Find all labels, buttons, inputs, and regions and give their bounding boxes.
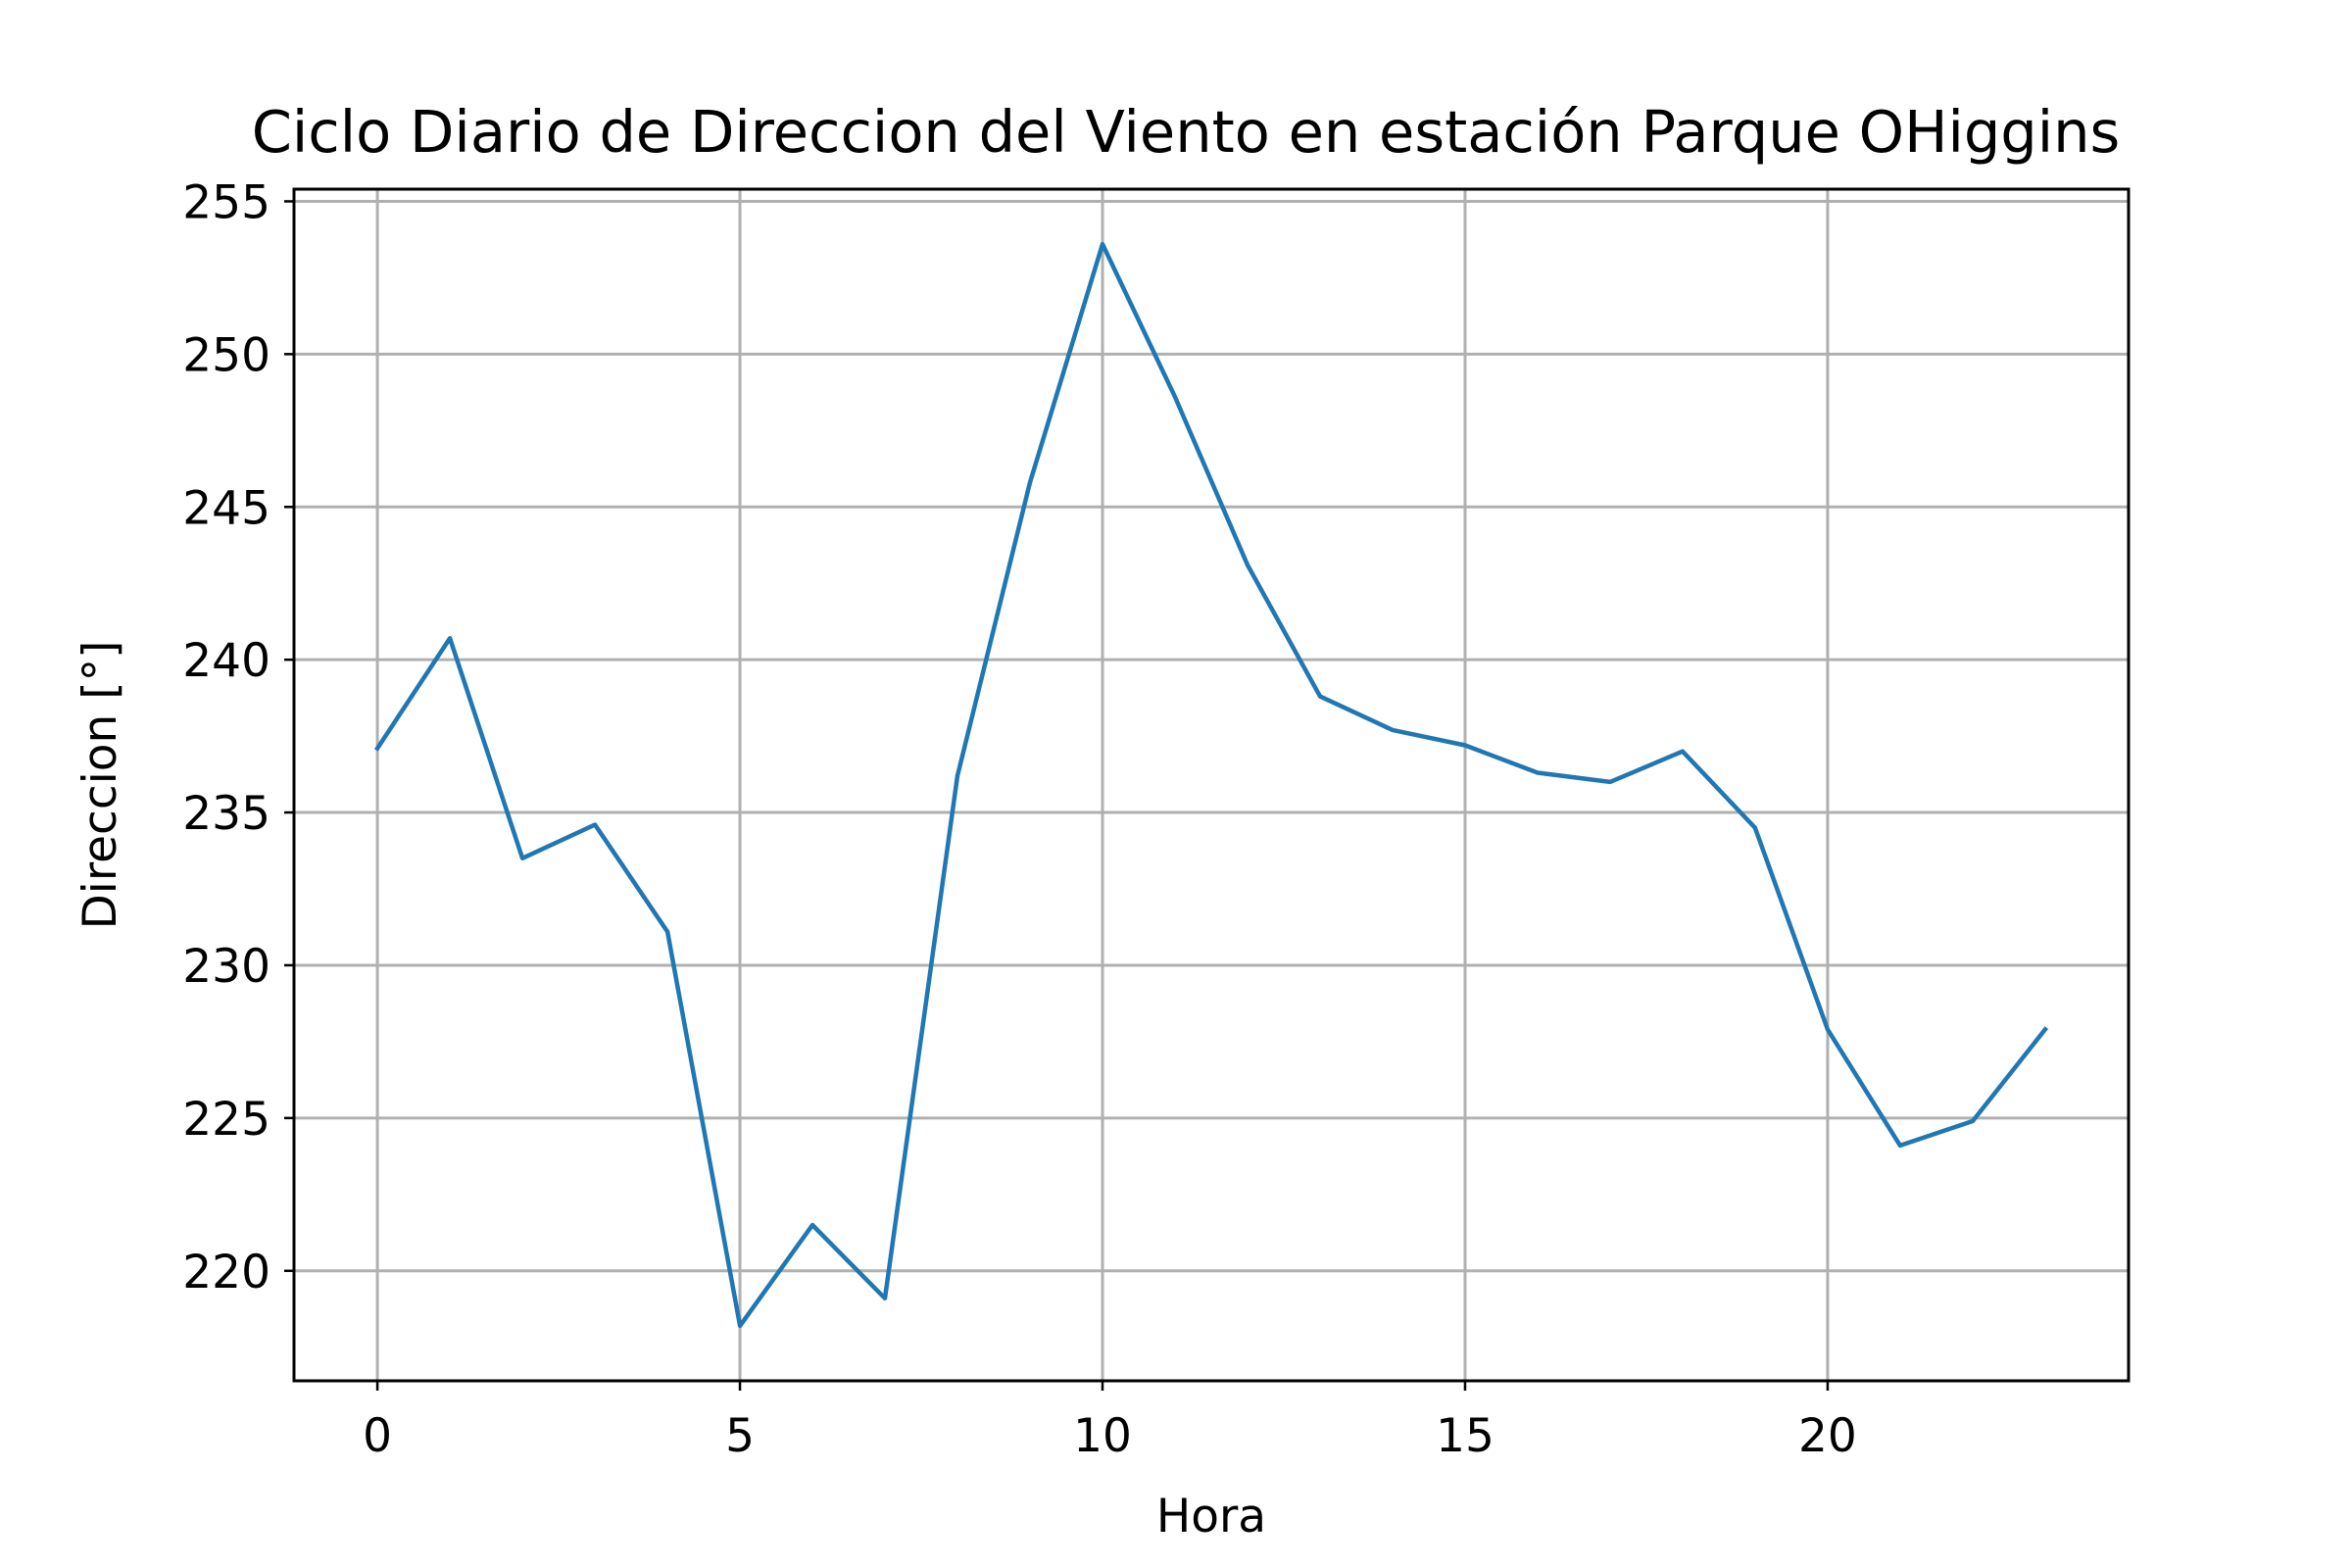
- x-tick-label: 20: [1798, 1409, 1857, 1463]
- series-layer: [373, 241, 2049, 1329]
- y-tick-label: 240: [182, 634, 270, 688]
- y-tick-label: 250: [182, 328, 270, 382]
- y-axis-label: Direccion [°]: [74, 641, 127, 930]
- y-tick-label: 220: [182, 1246, 270, 1299]
- x-tick-label: 5: [725, 1409, 755, 1463]
- y-tick-label: 245: [182, 481, 270, 535]
- y-tick-label: 225: [182, 1093, 270, 1147]
- y-tick-label: 235: [182, 787, 270, 841]
- x-axis-label: Hora: [1156, 1490, 1266, 1544]
- tick-layer: 0 5 10 15 20 220 225 230 235 240 245 250 255: [182, 175, 1857, 1463]
- plot-frame: [292, 187, 2131, 1383]
- grid: [294, 189, 2129, 1381]
- y-tick-label: 255: [182, 175, 270, 229]
- y-tick-label: 230: [182, 940, 270, 994]
- chart-title: Ciclo Diario de Direccion del Viento en …: [252, 98, 2121, 166]
- x-tick-label: 15: [1436, 1409, 1494, 1463]
- series-line-0: [373, 241, 2049, 1329]
- x-tick-label: 10: [1073, 1409, 1132, 1463]
- x-tick-label: 0: [363, 1409, 392, 1463]
